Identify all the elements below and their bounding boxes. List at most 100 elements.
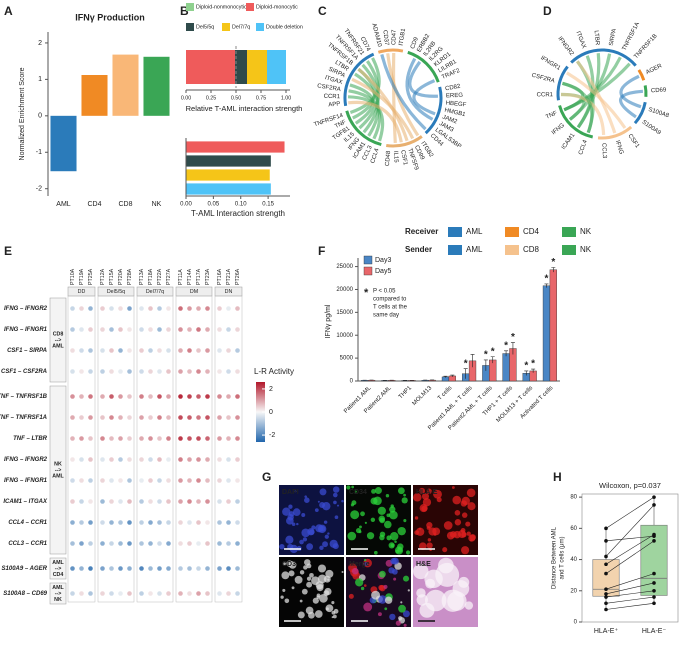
- image-texture: [403, 493, 406, 497]
- image-texture: [397, 487, 405, 495]
- dot: [139, 394, 144, 399]
- column-label: PT11A: [178, 269, 184, 285]
- dot: [205, 415, 210, 420]
- image-texture: [421, 492, 429, 500]
- image-texture: [288, 570, 295, 577]
- column-label: PT18A: [148, 268, 154, 285]
- legend-swatch: [505, 227, 519, 237]
- image-texture: [334, 515, 339, 520]
- significance-star: *: [531, 359, 535, 370]
- dot: [79, 436, 84, 441]
- legend-label: Del5/5q: [196, 24, 214, 30]
- y-tick-label: 80: [570, 495, 577, 501]
- image-texture: [384, 607, 388, 611]
- dot: [235, 348, 240, 353]
- dot: [205, 478, 210, 483]
- image-texture: [377, 612, 382, 617]
- row-label: S100A8 – CD69: [3, 591, 47, 597]
- error-bar: [551, 267, 556, 273]
- chord-label: CD48: [385, 150, 392, 166]
- image-texture: [394, 540, 397, 544]
- chord-ring: [345, 110, 382, 147]
- legend-swatch: [562, 245, 576, 255]
- dot: [226, 478, 231, 483]
- dot: [187, 591, 192, 596]
- dot: [88, 436, 93, 441]
- point: [652, 495, 656, 499]
- chord-label: S100A9: [641, 119, 663, 136]
- dot: [139, 499, 144, 504]
- image-texture: [389, 510, 398, 520]
- image-texture: [363, 561, 368, 567]
- y-tick-label: 40: [570, 557, 577, 563]
- dot: [118, 327, 123, 332]
- dot: [127, 541, 132, 546]
- column-group-label: DD: [78, 289, 86, 295]
- x-axis-label: Relative T-AML interaction strength: [186, 104, 303, 113]
- y-tick-label: 0: [350, 379, 354, 385]
- image-texture: [322, 541, 329, 548]
- legend-label: CD8: [523, 245, 540, 254]
- dot: [118, 566, 123, 571]
- dot: [166, 394, 171, 399]
- dot: [205, 499, 210, 504]
- dot: [205, 348, 210, 353]
- image-texture: [282, 588, 286, 592]
- dot: [178, 348, 183, 353]
- dot: [205, 369, 210, 374]
- image-texture: [354, 490, 357, 493]
- y-tick-label: 2: [38, 40, 42, 47]
- image-texture: [405, 550, 411, 555]
- dot: [118, 394, 123, 399]
- dot: [118, 415, 123, 420]
- dot: [235, 327, 240, 332]
- dot: [226, 394, 231, 399]
- chord-label: TNFRSF1B: [633, 33, 658, 60]
- image-texture: [341, 570, 344, 574]
- error-bar: [443, 375, 448, 378]
- dot: [178, 541, 183, 546]
- dot: [100, 457, 105, 462]
- image-texture: [305, 606, 314, 615]
- annotation: P < 0.05: [373, 289, 396, 295]
- chord-label: CCR1: [324, 94, 341, 100]
- y-tick-label: 0: [574, 620, 578, 626]
- point: [652, 601, 656, 606]
- chord-label: CSF1: [626, 133, 640, 150]
- dot: [235, 394, 240, 399]
- dot: [196, 457, 201, 462]
- dot: [235, 436, 240, 441]
- image-texture: [287, 514, 294, 521]
- dot: [166, 499, 171, 504]
- image-texture: [465, 521, 471, 527]
- dot: [205, 457, 210, 462]
- dot: [139, 436, 144, 441]
- image-texture: [291, 586, 295, 590]
- x-tick-label: CD4: [87, 201, 101, 208]
- dot: [148, 457, 153, 462]
- dot: [127, 436, 132, 441]
- dot: [226, 591, 231, 596]
- chord-label: SIRPA: [609, 28, 618, 46]
- dot: [139, 457, 144, 462]
- row-group-label: -->: [55, 566, 62, 572]
- image-texture: [314, 610, 323, 618]
- dot: [148, 566, 153, 571]
- image-texture: [341, 499, 344, 503]
- dot: [235, 520, 240, 525]
- image-texture: [378, 595, 387, 604]
- panel-letter: D: [543, 4, 552, 18]
- legend-label: Del7/7q: [232, 24, 250, 30]
- chord: [391, 52, 397, 144]
- bar-segment: [247, 50, 267, 84]
- dot: [118, 591, 123, 596]
- x-tick-label: CD8: [118, 201, 132, 208]
- dot: [109, 457, 114, 462]
- y-axis-label: Normalized Enrichment Score: [19, 67, 26, 160]
- dot: [166, 306, 171, 311]
- x-axis-label: T-AML Interaction strength: [191, 209, 285, 218]
- dot: [139, 348, 144, 353]
- dot: [166, 541, 171, 546]
- dot: [139, 541, 144, 546]
- image-texture: [438, 557, 454, 574]
